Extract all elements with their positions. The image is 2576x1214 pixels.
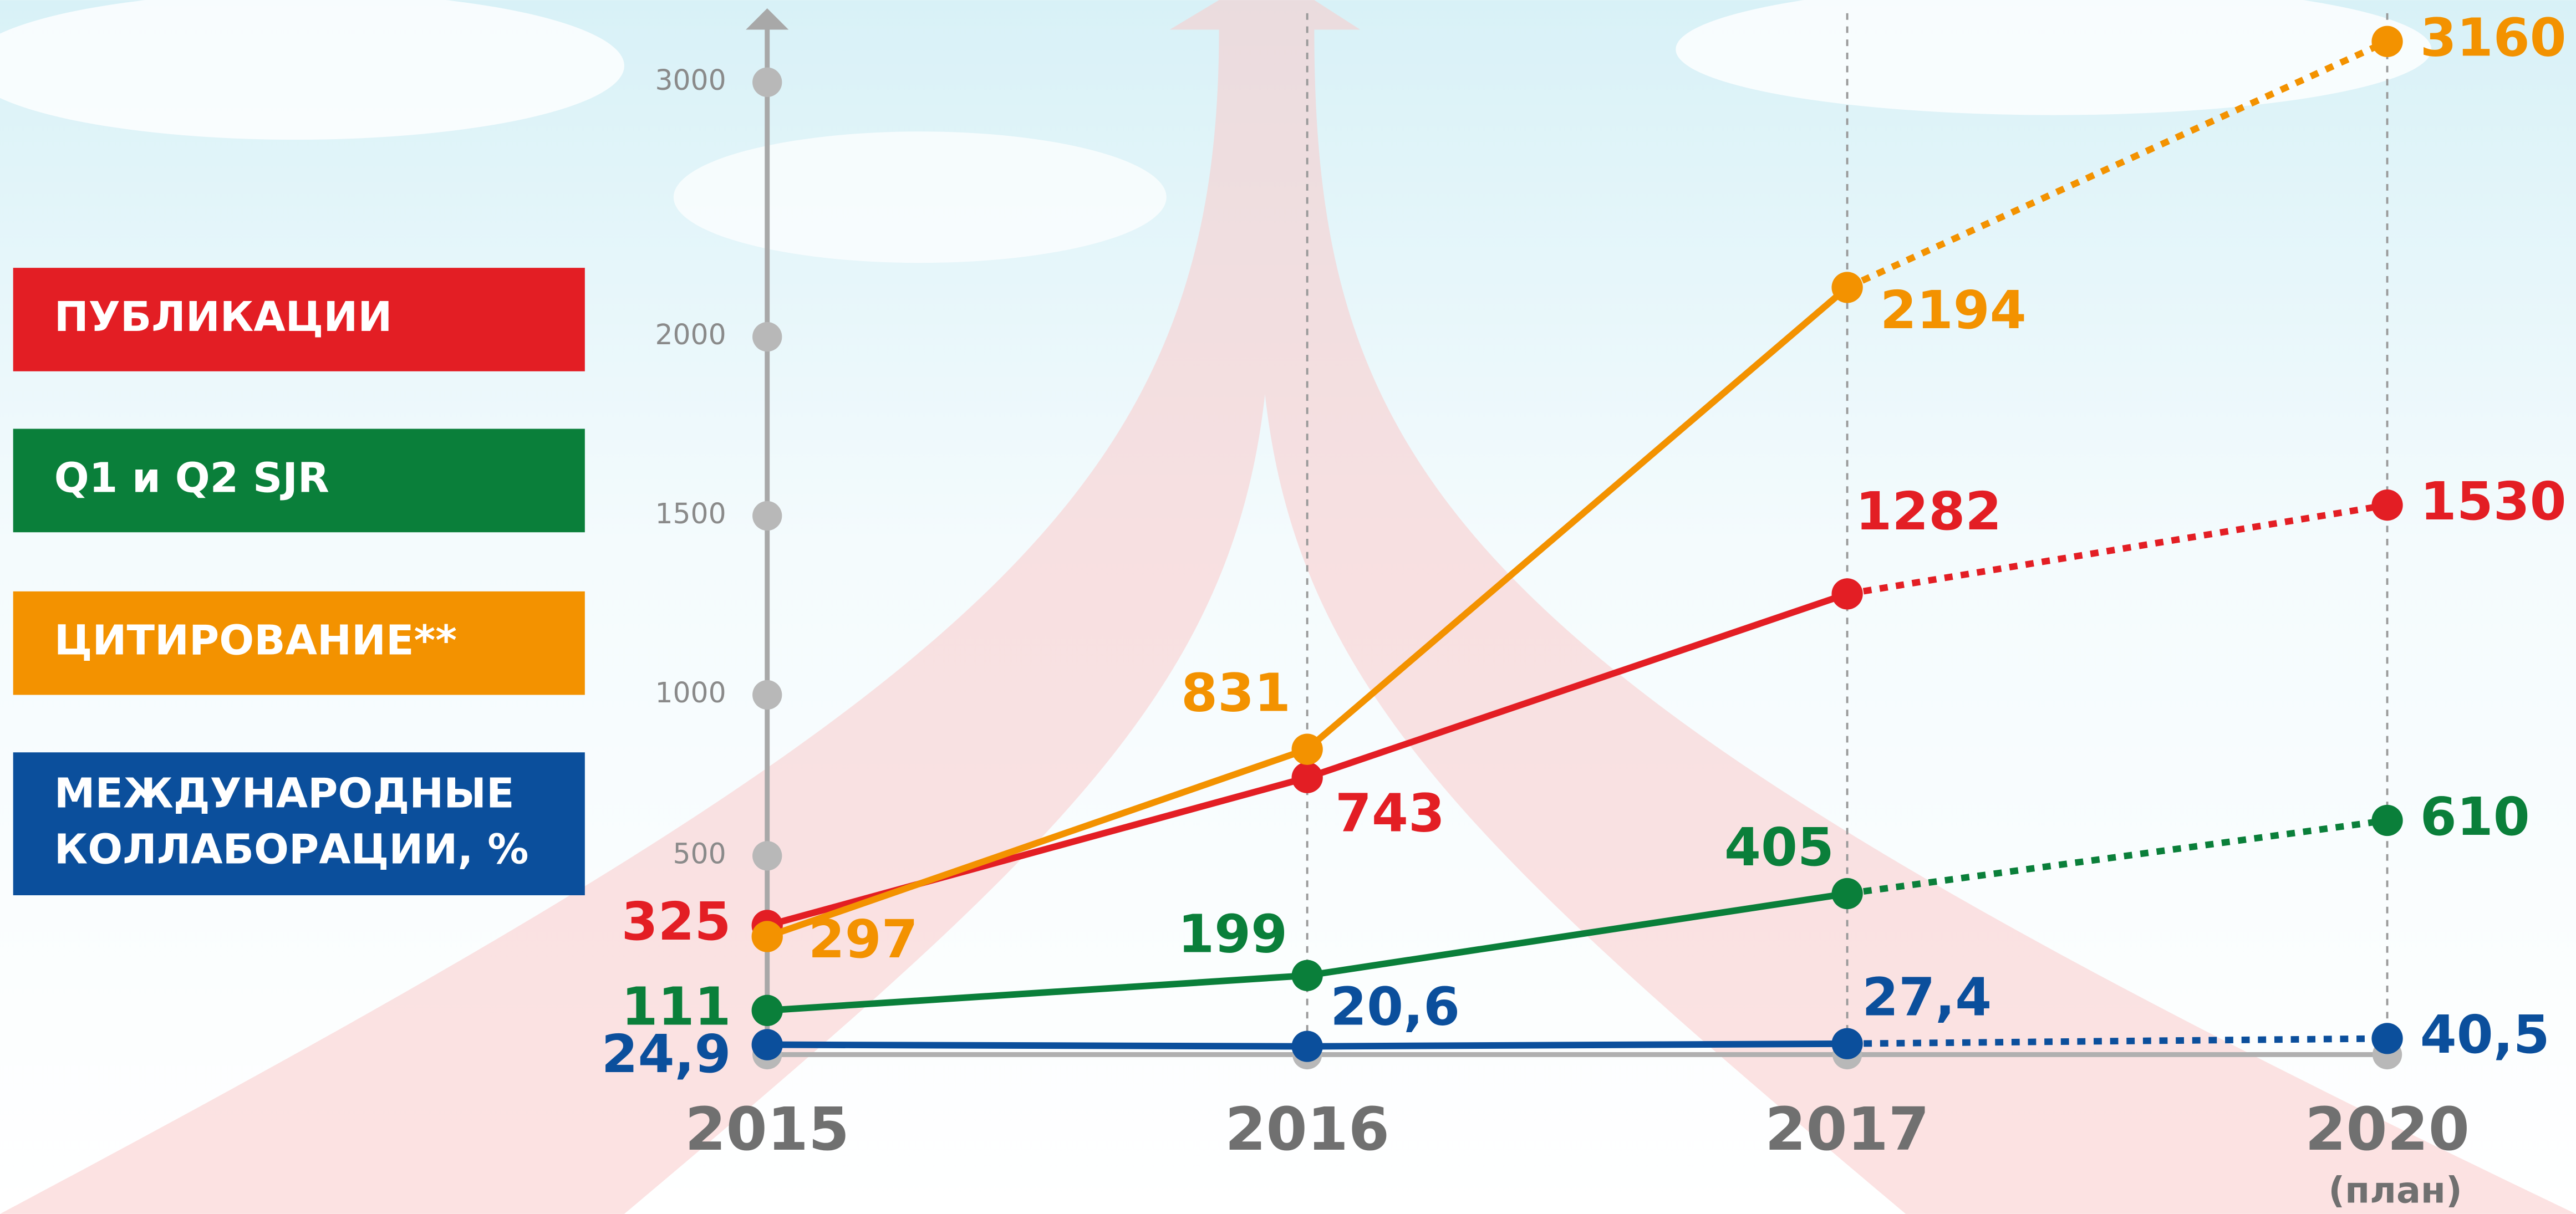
data-point [2371,1023,2402,1054]
data-label: 199 [1178,904,1287,965]
data-label: 3160 [2420,8,2567,69]
data-point [1292,960,1323,991]
data-label: 20,6 [1330,976,1460,1037]
data-point [1831,878,1862,909]
legend-label: ЦИТИРОВАНИЕ** [54,617,457,665]
data-label: 24,9 [602,1024,731,1085]
data-point [1292,734,1323,765]
data-point [1831,1028,1862,1059]
data-label: 743 [1335,783,1445,844]
y-tick-mark [752,680,782,710]
data-label: 831 [1181,663,1291,724]
x-tick-label: 2017 [1765,1095,1930,1164]
data-label: 297 [808,909,918,970]
chart: (план) 500 1000 1500 2000 3000 2015 2016 2017 20… [0,0,2576,1214]
data-point [2371,805,2402,836]
data-point [1831,578,1862,609]
x-tick-label: 2020 [2305,1095,2470,1164]
y-tick-mark [752,68,782,97]
data-label: 610 [2420,787,2530,848]
data-label: 405 [1724,817,1834,878]
y-tick-mark [752,501,782,531]
data-label: 2194 [1880,280,2027,341]
y-tick-mark [752,322,782,351]
y-tick-label: 1000 [655,676,726,709]
annotation: (план) [2328,1169,2462,1211]
x-tick-label: 2016 [1225,1095,1389,1164]
y-tick-label: 500 [673,837,726,870]
data-label: 40,5 [2420,1004,2550,1065]
data-point [1292,1031,1323,1062]
data-point [1831,272,1862,303]
data-label: 27,4 [1862,967,1992,1028]
x-tick-label: 2015 [685,1095,849,1164]
data-label: 325 [622,891,731,952]
data-label: 1282 [1855,481,2002,542]
data-label: 1530 [2420,471,2567,532]
data-point [2371,489,2402,521]
data-point [752,1029,783,1060]
data-point [1292,762,1323,793]
data-point [752,921,783,952]
y-tick-label: 2000 [655,318,726,351]
legend-label: Q1 и Q2 SJR [54,454,329,502]
legend-label: ПУБЛИКАЦИИ [54,293,393,341]
data-point [2371,26,2402,57]
data-point [752,995,783,1026]
y-tick-label: 1500 [655,497,726,530]
page: {"chart_data": { "type": "line", "catego… [0,0,2576,1214]
y-tick-mark [752,841,782,870]
cloud [674,131,1167,263]
y-tick-label: 3000 [655,64,726,96]
